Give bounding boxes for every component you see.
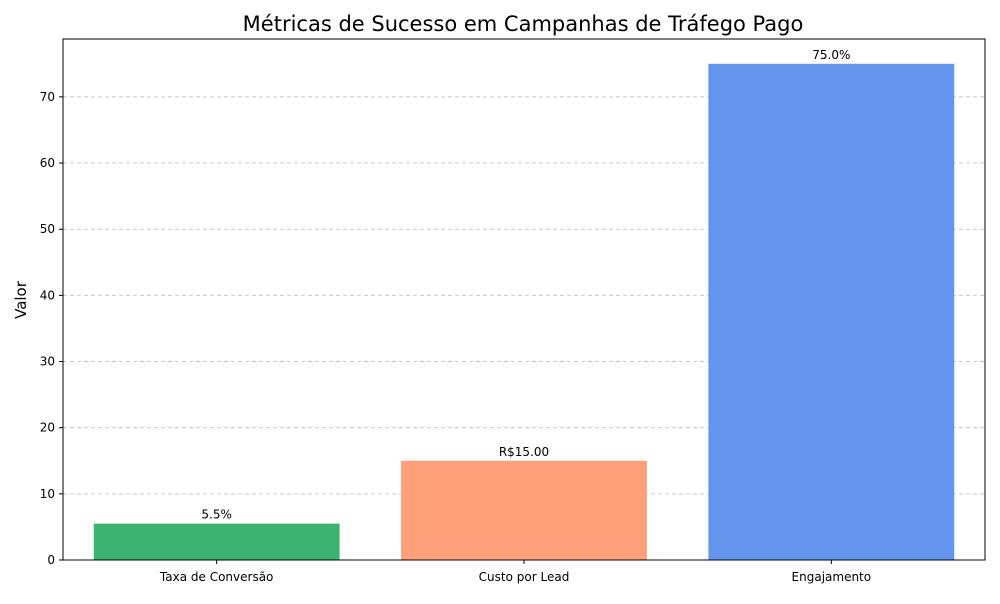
y-tick-label: 60 [40, 156, 55, 170]
y-tick-label: 20 [40, 421, 55, 435]
bar [93, 523, 340, 560]
bar-value-label: 5.5% [201, 508, 232, 522]
bar-value-labels: 5.5% R$15.00 75.0% [201, 48, 850, 522]
y-tick-label: 70 [40, 90, 55, 104]
y-axis-label: Valor [12, 280, 30, 319]
x-tick-label: Engajamento [792, 570, 872, 584]
y-tick-label: 30 [40, 355, 55, 369]
y-tick-label: 0 [47, 553, 55, 567]
y-tick-label: 50 [40, 222, 55, 236]
y-tick-label: 40 [40, 288, 55, 302]
y-tick-label: 10 [40, 487, 55, 501]
x-tick-label: Custo por Lead [479, 570, 570, 584]
bar [708, 63, 955, 561]
bar-value-label: 75.0% [812, 48, 850, 62]
bar [401, 460, 647, 560]
axes: 0 10 20 30 40 50 60 70 Taxa de Conversão Custo po… [40, 38, 986, 584]
plot-frame [62, 38, 986, 561]
chart-title: Métricas de Sucesso em Campanhas de Tráf… [243, 12, 804, 36]
bars [93, 63, 955, 561]
x-tick-label: Taxa de Conversão [159, 570, 273, 584]
bar-value-label: R$15.00 [499, 445, 549, 459]
